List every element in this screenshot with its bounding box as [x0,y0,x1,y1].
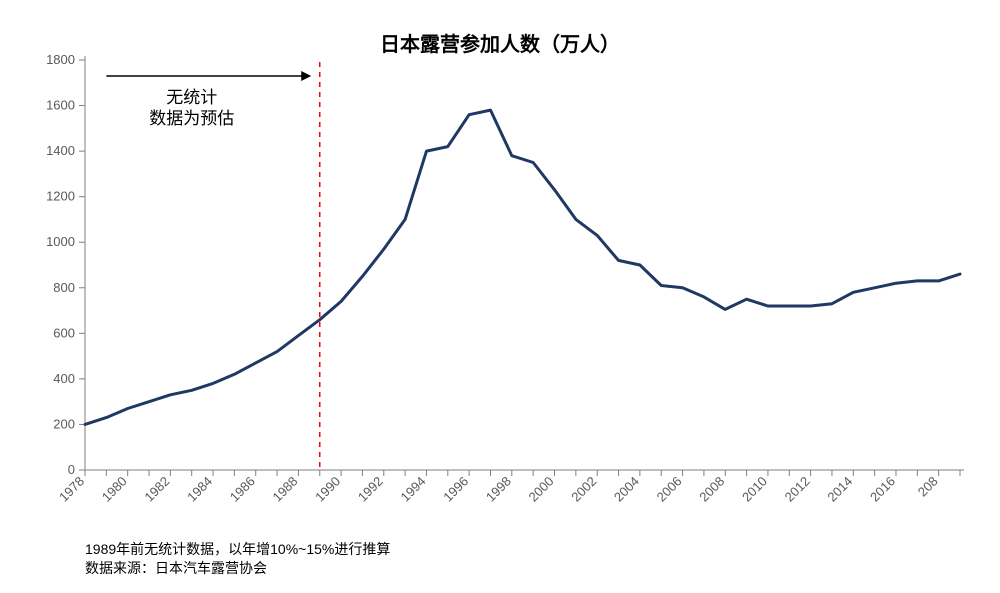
svg-text:数据为预估: 数据为预估 [149,109,234,128]
svg-text:1988: 1988 [269,474,300,505]
svg-text:1000: 1000 [46,234,75,249]
svg-text:1994: 1994 [398,474,429,505]
svg-text:2004: 2004 [611,474,642,505]
svg-text:1996: 1996 [440,474,471,505]
svg-text:800: 800 [53,280,75,295]
svg-text:无统计: 无统计 [166,88,217,107]
svg-text:1992: 1992 [355,474,386,505]
svg-text:1400: 1400 [46,143,75,158]
svg-text:1998: 1998 [483,474,514,505]
chart-title: 日本露营参加人数（万人） [0,28,1000,57]
line-chart: 0200400600800100012001400160018001978198… [0,0,1000,593]
svg-text:1984: 1984 [184,474,215,505]
svg-text:2000: 2000 [526,474,557,505]
svg-text:1200: 1200 [46,189,75,204]
svg-text:2006: 2006 [654,474,685,505]
svg-text:400: 400 [53,371,75,386]
svg-text:1980: 1980 [99,474,130,505]
svg-text:2010: 2010 [739,474,770,505]
svg-text:208: 208 [915,474,941,500]
svg-text:2008: 2008 [696,474,727,505]
svg-text:2014: 2014 [824,474,855,505]
svg-text:2016: 2016 [867,474,898,505]
chart-footnote: 1989年前无统计数据，以年增10%~15%进行推算数据来源：日本汽车露营协会 [85,540,390,578]
svg-text:600: 600 [53,325,75,340]
svg-text:1990: 1990 [312,474,343,505]
svg-text:1978: 1978 [56,474,87,505]
svg-text:1986: 1986 [227,474,258,505]
chart-container: 日本露营参加人数（万人） 020040060080010001200140016… [0,0,1000,593]
svg-text:200: 200 [53,416,75,431]
svg-text:2002: 2002 [568,474,599,505]
svg-text:1982: 1982 [141,474,172,505]
svg-text:1600: 1600 [46,98,75,113]
svg-text:2012: 2012 [782,474,813,505]
